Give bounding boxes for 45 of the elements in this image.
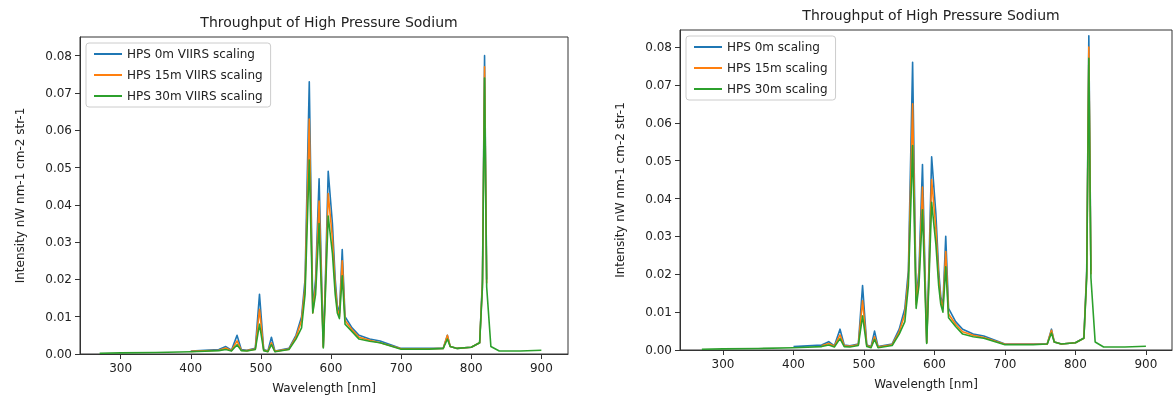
x-axis-title: Wavelength [nm] [874, 377, 978, 391]
y-axis-title: Intensity nW nm-1 cm-2 str-1 [613, 102, 627, 278]
y-tick-label: 0.05 [45, 160, 72, 175]
legend-label: HPS 30m scaling [727, 82, 828, 96]
x-tick-label: 900 [529, 361, 553, 375]
y-tick-label: 0.04 [645, 191, 672, 206]
chart-title: Throughput of High Pressure Sodium [199, 14, 458, 30]
x-tick-label: 600 [923, 357, 946, 371]
x-tick-label: 700 [993, 357, 1017, 371]
legend-label: HPS 0m scaling [727, 40, 820, 54]
legend-label: HPS 15m scaling [727, 61, 828, 75]
x-axis-title: Wavelength [nm] [272, 381, 376, 395]
y-tick-label: 0.08 [645, 40, 672, 55]
x-tick-label: 500 [249, 361, 273, 375]
x-tick-label: 800 [459, 361, 483, 375]
y-tick-label: 0.00 [645, 343, 672, 357]
x-tick-label: 700 [389, 361, 413, 375]
x-tick-label: 800 [1063, 357, 1087, 371]
y-tick-label: 0.00 [45, 347, 72, 361]
line-series [701, 57, 1147, 351]
y-tick-label: 0.06 [645, 115, 672, 130]
y-tick-label: 0.01 [645, 305, 672, 320]
x-tick-label: 900 [1134, 357, 1158, 371]
legend-label: HPS 30m VIIRS scaling [127, 89, 263, 103]
y-tick-label: 0.03 [645, 229, 672, 244]
y-tick-label: 0.03 [45, 235, 72, 250]
x-tick-label: 400 [179, 361, 203, 375]
y-tick-label: 0.05 [645, 153, 672, 168]
x-tick-label: 400 [782, 357, 805, 371]
y-tick-label: 0.07 [45, 85, 72, 100]
y-tick-label: 0.07 [645, 77, 672, 92]
y-tick-label: 0.06 [45, 123, 72, 138]
legend-label: HPS 0m VIIRS scaling [127, 47, 255, 61]
y-tick-label: 0.01 [45, 309, 72, 324]
y-tick-label: 0.04 [45, 197, 72, 212]
y-tick-label: 0.08 [45, 48, 72, 63]
y-axis-title: Intensity nW nm-1 cm-2 str-1 [13, 107, 27, 284]
x-tick-label: 300 [711, 357, 735, 371]
y-tick-label: 0.02 [645, 267, 672, 282]
legend-label: HPS 15m VIIRS scaling [127, 68, 263, 82]
x-tick-label: 600 [319, 361, 343, 375]
chart-title: Throughput of High Pressure Sodium [801, 7, 1060, 23]
x-tick-label: 300 [109, 361, 133, 375]
y-tick-label: 0.02 [45, 272, 72, 287]
x-tick-label: 500 [852, 357, 876, 371]
